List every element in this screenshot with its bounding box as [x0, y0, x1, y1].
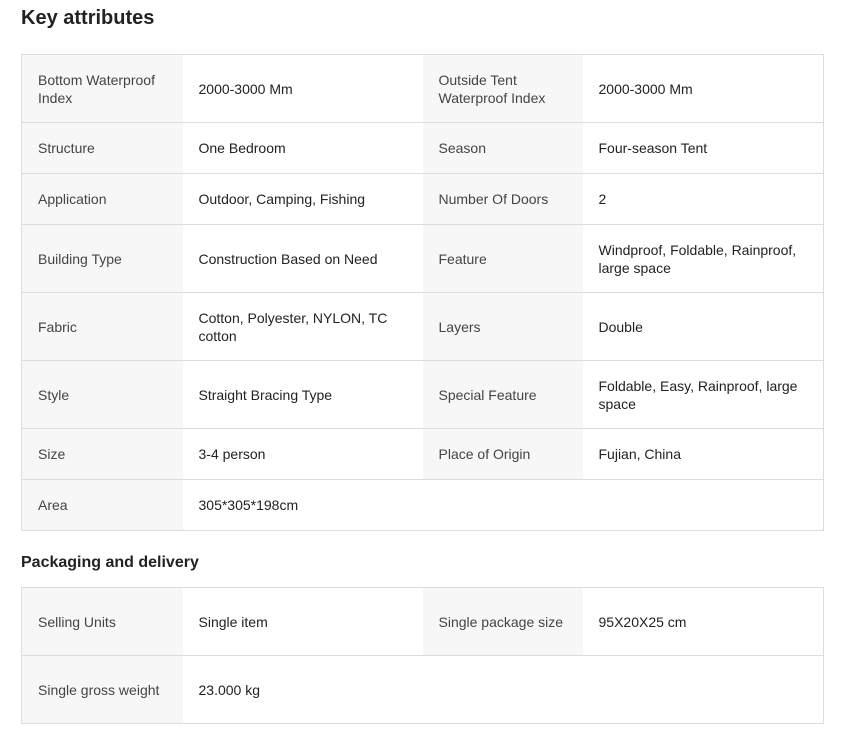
table-row: Bottom Waterproof Index 2000-3000 Mm Outsi…	[21, 54, 824, 123]
attribute-value: Single item	[182, 587, 423, 656]
attribute-value: 95X20X25 cm	[582, 587, 824, 656]
attribute-value: Straight Bracing Type	[182, 360, 423, 429]
attribute-value: One Bedroom	[182, 122, 423, 174]
attribute-label: Single package size	[422, 587, 583, 656]
attribute-value: Double	[582, 292, 824, 361]
table-row: Selling Units Single item Single package s…	[21, 587, 824, 656]
attribute-value: Four-season Tent	[582, 122, 824, 174]
table-row: Area 305*305*198cm	[21, 479, 824, 531]
attribute-label: Building Type	[21, 224, 183, 293]
attribute-label: Place of Origin	[422, 428, 583, 480]
attribute-label: Size	[21, 428, 183, 480]
attribute-label: Structure	[21, 122, 183, 174]
attribute-value: 305*305*198cm	[182, 479, 423, 531]
attribute-label: Application	[21, 173, 183, 225]
packaging-title: Packaging and delivery	[21, 554, 199, 571]
attribute-label: Feature	[422, 224, 583, 293]
attribute-label: Bottom Waterproof Index	[21, 54, 183, 123]
empty-cell	[422, 479, 583, 531]
packaging-table: Selling Units Single item Single package s…	[21, 587, 824, 724]
attribute-label: Fabric	[21, 292, 183, 361]
attribute-value: 2000-3000 Mm	[182, 54, 423, 123]
attribute-value: Foldable, Easy, Rainproof, large space	[582, 360, 824, 429]
attribute-value: Cotton, Polyester, NYLON, TC cotton	[182, 292, 423, 361]
attribute-value: 3-4 person	[182, 428, 423, 480]
attribute-label: Area	[21, 479, 183, 531]
table-row: Single gross weight 23.000 kg	[21, 655, 824, 724]
empty-cell	[422, 655, 583, 724]
key-attributes-table: Bottom Waterproof Index 2000-3000 Mm Outsi…	[21, 54, 824, 531]
table-row: Building Type Construction Based on Need F…	[21, 224, 824, 293]
attribute-value: Fujian, China	[582, 428, 824, 480]
attribute-label: Style	[21, 360, 183, 429]
attribute-label: Season	[422, 122, 583, 174]
attribute-value: Windproof, Foldable, Rainproof, large sp…	[582, 224, 824, 293]
attribute-value: 23.000 kg	[182, 655, 423, 724]
empty-cell	[582, 479, 824, 531]
attribute-value: 2000-3000 Mm	[582, 54, 824, 123]
table-row: Style Straight Bracing Type Special Featur…	[21, 360, 824, 429]
attribute-label: Layers	[422, 292, 583, 361]
table-row: Structure One Bedroom Season Four-season Te…	[21, 122, 824, 174]
empty-cell	[582, 655, 824, 724]
attribute-value: Outdoor, Camping, Fishing	[182, 173, 423, 225]
attribute-label: Outside Tent Waterproof Index	[422, 54, 583, 123]
attribute-label: Number Of Doors	[422, 173, 583, 225]
attribute-value: 2	[582, 173, 824, 225]
table-row: Size 3-4 person Place of Origin Fujian, Chi…	[21, 428, 824, 480]
table-row: Application Outdoor, Camping, Fishing Numb…	[21, 173, 824, 225]
attribute-value: Construction Based on Need	[182, 224, 423, 293]
attribute-label: Special Feature	[422, 360, 583, 429]
table-row: Fabric Cotton, Polyester, NYLON, TC cotto…	[21, 292, 824, 361]
attribute-label: Single gross weight	[21, 655, 183, 724]
attribute-label: Selling Units	[21, 587, 183, 656]
key-attributes-title: Key attributes	[21, 7, 155, 29]
